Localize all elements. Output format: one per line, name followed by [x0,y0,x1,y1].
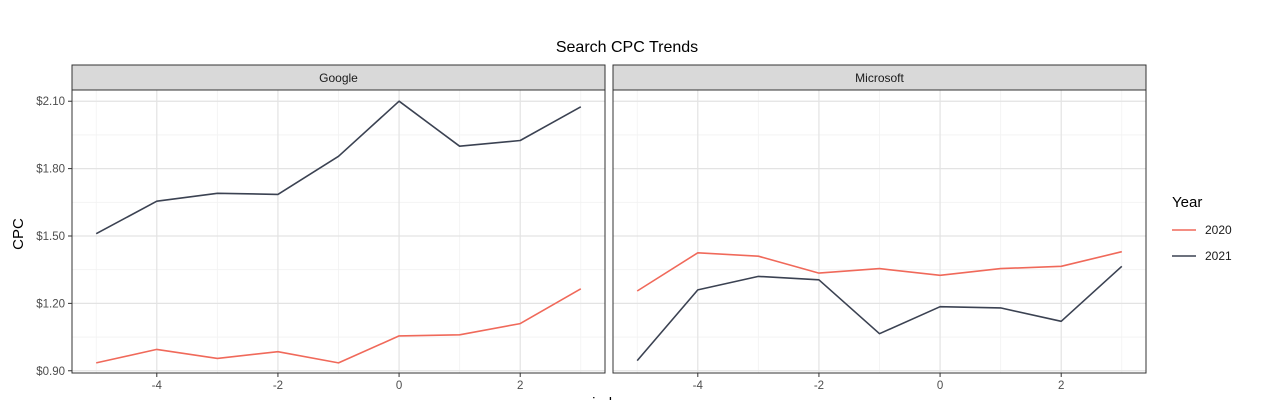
panel-microsoft: Microsoft -4 -2 0 2 [612,64,1147,392]
x-tick-label: -4 [152,380,163,392]
y-tick-label: $2.10 [36,96,65,108]
x-tick-label: -2 [814,380,824,392]
y-tick-label: $0.90 [36,366,65,378]
series-line-google-2020 [96,288,582,364]
panel-google: Google -4 -2 0 2 $0.90 $1.20 $1.50 $1.80 $2.10 [36,64,606,392]
legend-label-2020: 2020 [1205,223,1232,237]
x-tick-label: -4 [693,380,704,392]
legend-entry-2020: 2020 [1172,223,1232,237]
y-tick-label: $1.50 [36,231,65,243]
x-tick-label: 0 [396,380,402,392]
strip-google [71,64,606,91]
legend-entry-2021: 2021 [1172,249,1232,263]
x-tick-label: -2 [273,380,283,392]
x-tick-label: 2 [517,380,523,392]
strip-label-google: Google [319,71,358,85]
legend-label-2021: 2021 [1205,249,1232,263]
x-tick-label: 0 [937,380,943,392]
y-tick-label: $1.80 [36,164,65,176]
panel-border [612,89,1147,374]
y-tick-label: $1.20 [36,298,65,310]
series-line-microsoft-2021 [636,265,1123,362]
strip-label-microsoft: Microsoft [855,71,904,85]
legend: Year 2020 2021 [1172,194,1232,263]
legend-title: Year [1172,194,1202,211]
series-line-microsoft-2020 [636,250,1122,292]
facet-panels: Google -4 -2 0 2 $0.90 $1.20 $1.50 $1.80 $2.10 Mic… [36,64,1147,392]
panel-border [71,89,606,374]
series-line-google-2021 [95,100,582,235]
chart-title: Search CPC Trends [556,39,698,56]
y-axis-title: CPC [10,218,27,250]
x-axis-title: index [592,395,628,400]
x-tick-label: 2 [1058,380,1064,392]
strip-microsoft [612,64,1147,91]
